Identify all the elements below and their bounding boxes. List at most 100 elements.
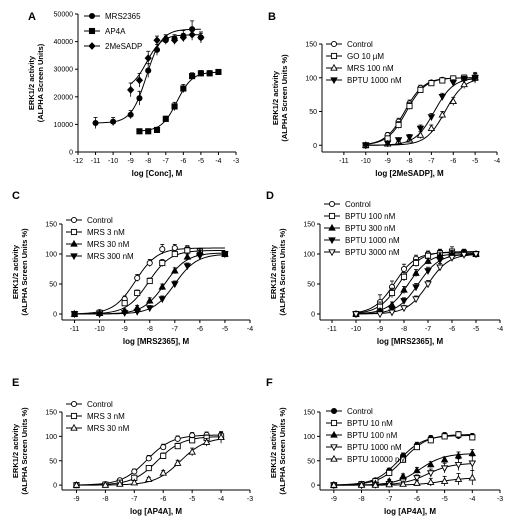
series-a-2	[127, 28, 205, 97]
data-point	[469, 434, 476, 441]
x-tick-label: -7	[131, 496, 137, 503]
data-point	[424, 257, 432, 264]
panel-letter: A	[28, 11, 36, 23]
legend-label: BPTU 1000 nM	[347, 443, 402, 452]
x-tick-label: -9	[377, 326, 383, 333]
legend-marker	[330, 430, 338, 438]
x-tick-label: -6	[197, 326, 203, 333]
legend-label: MRS 100 nM	[347, 64, 394, 73]
data-point	[385, 480, 393, 488]
x-tick-label: -3	[247, 496, 253, 503]
data-point	[145, 128, 152, 135]
data-point	[376, 311, 384, 319]
legend-label: MRS 300 nM	[87, 252, 134, 261]
y-tick-label: 50000	[54, 12, 74, 19]
y-axis-label-line: ERK1/2 activity	[269, 244, 278, 299]
data-point	[388, 300, 396, 308]
x-tick-label: -8	[147, 326, 153, 333]
legend-label: Control	[347, 40, 373, 49]
x-tick-label: -6	[180, 158, 186, 165]
data-point	[424, 281, 432, 289]
legend-marker	[330, 444, 338, 452]
y-tick-label: 50	[49, 458, 57, 465]
data-point	[134, 289, 141, 297]
data-point	[460, 251, 468, 259]
legend-marker	[70, 239, 78, 247]
data-point	[202, 438, 211, 445]
data-point	[388, 309, 396, 317]
y-axis-label: ERK1/2 activity(ALPHA Screen Units %)	[11, 407, 29, 495]
panel-e: E -9 -8 -7 -6 -5 -4 -3 0 50 100 150 log [AP4A], M ERK…	[11, 377, 253, 516]
data-point	[160, 444, 167, 451]
data-point	[162, 34, 170, 43]
data-point	[438, 110, 447, 118]
data-point	[70, 311, 79, 319]
data-point	[197, 33, 205, 42]
legend-label: Control	[347, 407, 373, 416]
data-point	[171, 266, 179, 274]
data-point	[400, 298, 408, 305]
data-point	[468, 449, 477, 457]
x-tick-label: -7	[386, 496, 392, 503]
legend-marker	[70, 228, 78, 236]
y-tick-label: 150	[303, 410, 315, 417]
data-point	[136, 95, 143, 102]
y-axis-label: ERK1/2 activity(ALPHA Screen Units %)	[11, 228, 29, 316]
data-point	[399, 472, 407, 479]
data-point	[441, 433, 448, 440]
y-axis-label-line: (ALPHA Screen Units %)	[280, 54, 289, 142]
data-point	[399, 480, 407, 487]
data-point	[361, 142, 370, 150]
data-point	[412, 284, 420, 292]
data-point	[455, 431, 462, 438]
x-tick-label: -7	[163, 158, 169, 165]
x-tick-label: -7	[428, 158, 434, 165]
panel-letter: B	[268, 11, 276, 23]
data-point	[217, 433, 225, 440]
x-tick-label: -8	[401, 326, 407, 333]
y-axis-label-line: ERK1/2 activity	[27, 55, 36, 110]
x-tick-label: -4	[497, 326, 503, 333]
x-tick-label: -4	[218, 496, 224, 503]
y-tick-label: 0	[311, 312, 315, 319]
x-tick-label: -4	[247, 326, 253, 333]
legend-label: GO 10 µM	[347, 52, 384, 61]
legend-marker	[70, 423, 78, 431]
x-tick-label: -7	[425, 326, 431, 333]
legend-marker	[328, 249, 336, 257]
x-tick-label: -9	[128, 158, 134, 165]
y-axis-label-line: (ALPHA Screen Units %)	[278, 407, 287, 495]
legend-marker	[70, 400, 78, 408]
data-point	[120, 310, 129, 317]
x-tick-label: -11	[70, 326, 80, 333]
data-point	[188, 447, 196, 455]
panel-b: B -11 -10 -9 -8 -7 -6 -5 -4 0 50 100 150 log [2MeSADP…	[268, 11, 500, 178]
data-point	[448, 254, 456, 262]
data-point	[173, 459, 182, 466]
x-axis-label: log [AP4A], M	[384, 507, 436, 516]
legend: Control BPTU 10 nM BPTU 100 nM BPTU 1000 nM…	[326, 407, 406, 464]
data-point	[413, 444, 420, 451]
data-point	[439, 77, 446, 84]
data-point	[189, 437, 196, 444]
legend-marker	[330, 77, 338, 85]
data-point	[171, 281, 179, 289]
data-point	[159, 259, 166, 267]
data-point	[196, 253, 204, 260]
data-point	[427, 124, 436, 132]
data-point	[468, 473, 477, 481]
data-point	[92, 119, 99, 127]
legend-label: MRS 3 nM	[87, 228, 125, 237]
data-point	[134, 274, 141, 282]
legend-label: BPTU 100 nM	[345, 212, 396, 221]
data-point	[133, 308, 141, 316]
data-point	[454, 451, 463, 459]
data-point	[72, 480, 81, 488]
legend-label: BPTU 3000 nM	[345, 248, 400, 257]
y-axis-label-line: ERK1/2 activity	[11, 244, 20, 299]
data-point	[472, 251, 480, 259]
data-point	[145, 475, 153, 482]
legend-marker	[328, 223, 336, 231]
data-point	[405, 134, 414, 142]
x-tick-label: -8	[358, 496, 364, 503]
